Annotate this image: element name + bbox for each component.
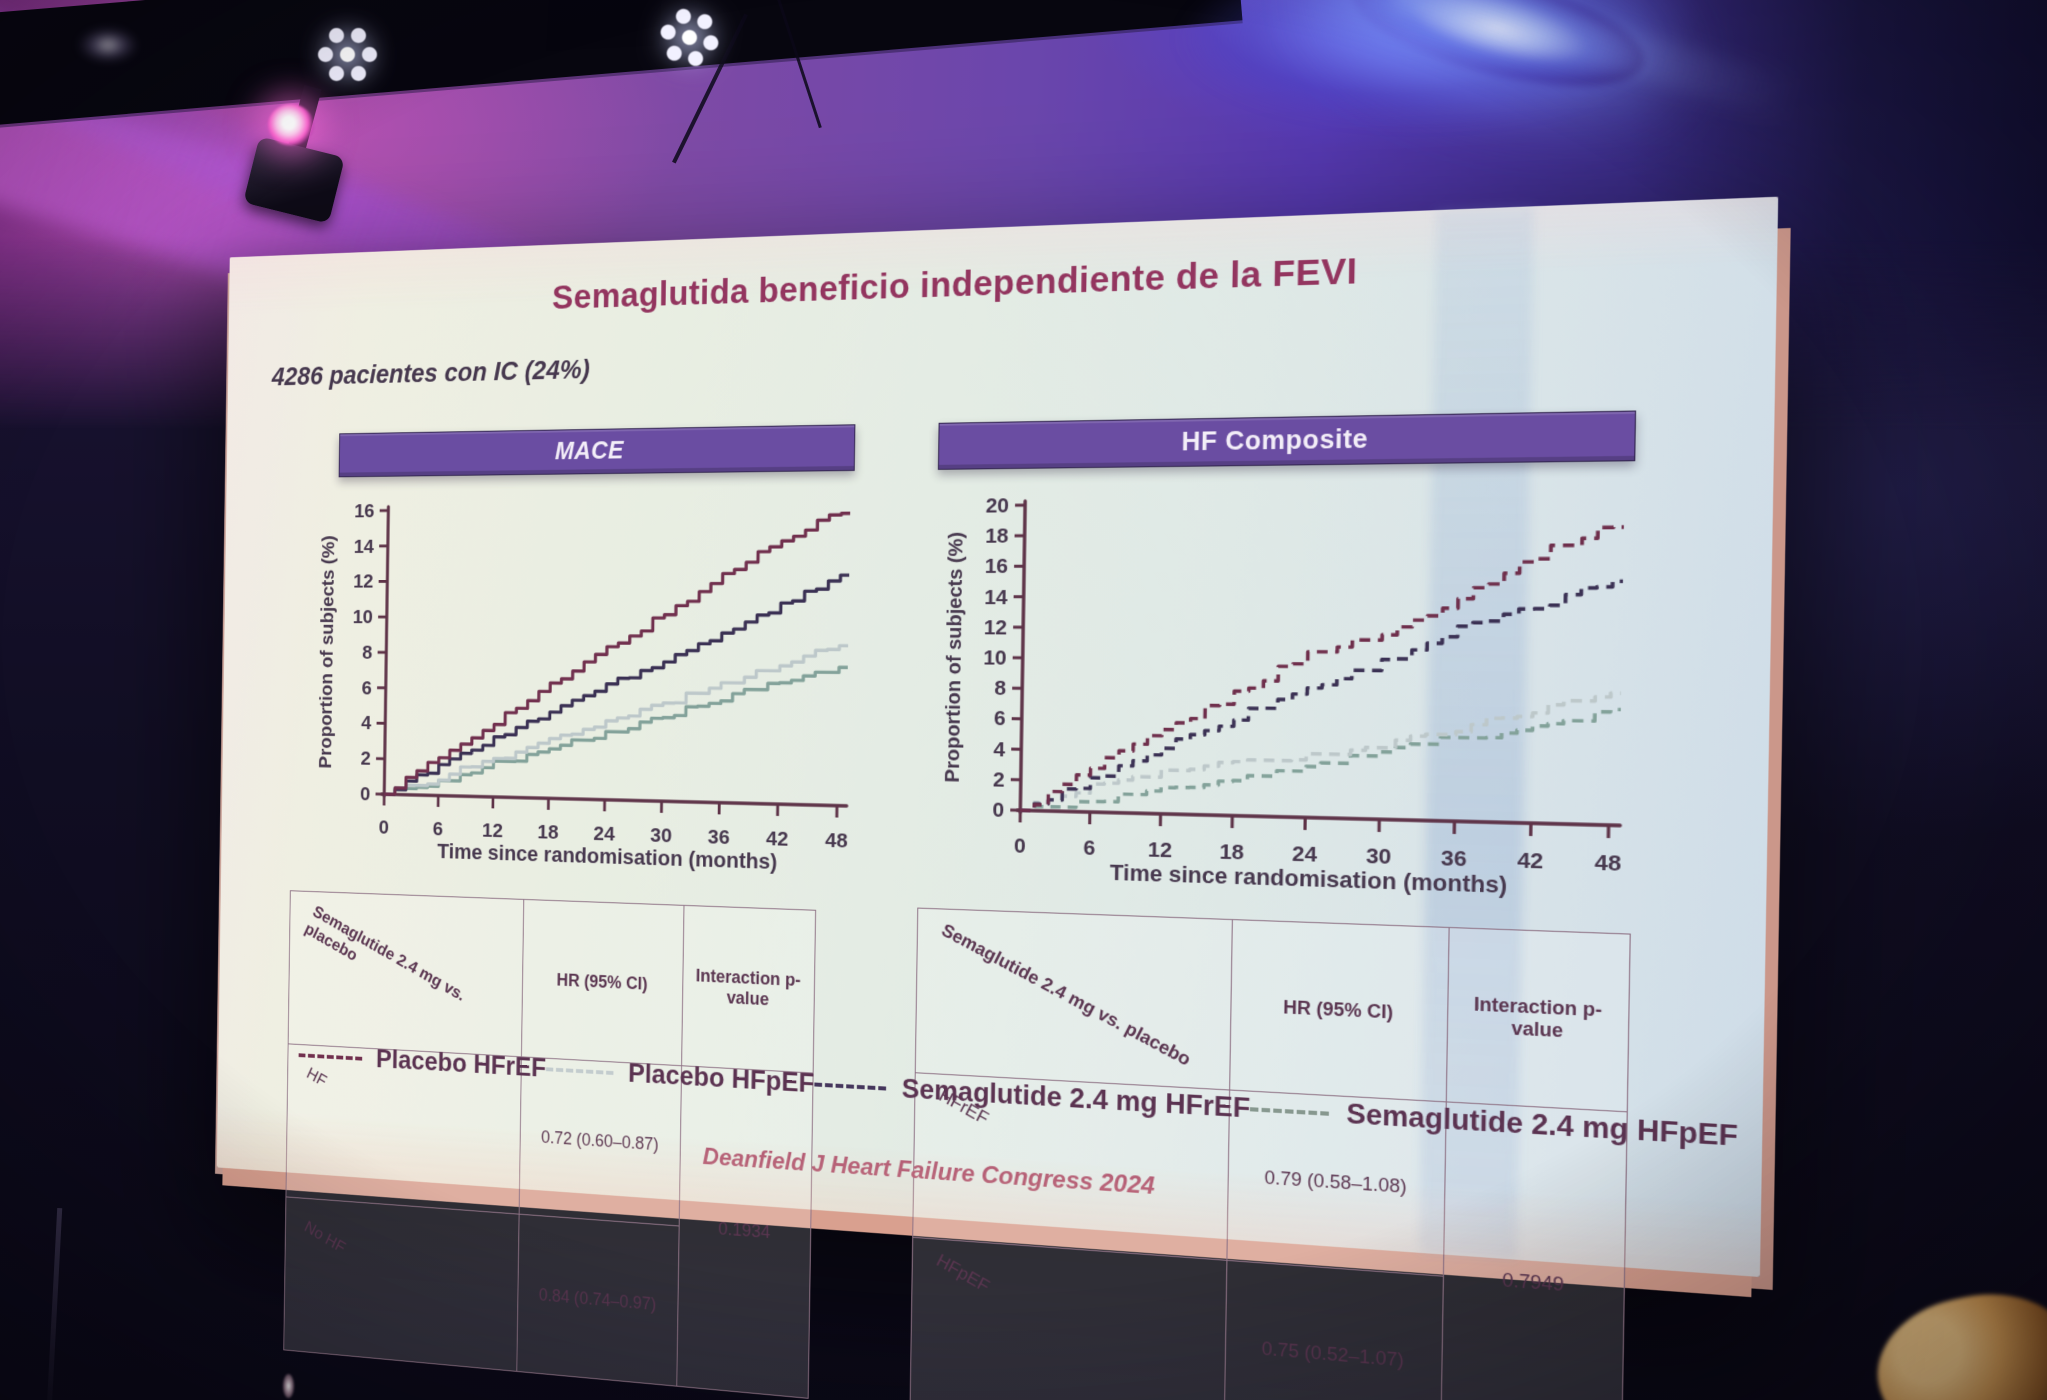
svg-text:16: 16 [354,500,375,522]
hf-composite-header: HF Composite [937,410,1637,470]
svg-text:14: 14 [984,586,1009,609]
dashed-line-swatch [1250,1106,1330,1116]
svg-text:8: 8 [362,642,372,664]
svg-text:6: 6 [432,818,443,840]
svg-text:12: 12 [1148,838,1173,862]
svg-text:0: 0 [360,783,370,805]
projection-screen: Semaglutida beneficio independiente de l… [216,196,1779,1400]
hf-composite-panel: HF Composite 0 2 4 6 8 10 12 14 16 18 20 0 6 12 18 24 30… [891,410,1637,1400]
svg-text:0: 0 [992,799,1004,823]
table-header-hr: HR (95% CI) [1229,919,1450,1102]
svg-text:12: 12 [984,616,1008,639]
hr-value: 0.84 (0.74–0.97) [517,1214,679,1387]
svg-text:18: 18 [985,525,1009,548]
group-label: HFpEF [891,1181,1247,1400]
screen-stand [46,1208,63,1400]
svg-text:18: 18 [537,821,558,844]
svg-text:10: 10 [353,607,374,629]
dashed-line-swatch [298,1052,363,1061]
svg-text:14: 14 [354,536,375,558]
svg-text:4: 4 [361,713,372,735]
hf-composite-hr-table: Semaglutide 2.4 mg vs. placebo HR (95% C… [891,850,1631,1400]
svg-text:30: 30 [650,824,672,847]
table-header-hr: HR (95% CI) [521,899,684,1066]
svg-text:2: 2 [361,748,371,770]
led-cluster-light [340,47,355,62]
svg-text:30: 30 [1366,844,1392,869]
mace-hr-table: Semaglutide 2.4 mg vs. placebo HR (95% C… [265,845,817,1400]
svg-text:42: 42 [1517,849,1544,874]
svg-text:8: 8 [994,677,1006,700]
truss-mount [546,0,662,51]
svg-text:Proportion of subjects (%): Proportion of subjects (%) [317,535,339,768]
svg-text:18: 18 [1219,840,1244,865]
svg-text:2: 2 [993,768,1005,792]
table-header-pvalue: Interaction p-value [1446,927,1631,1112]
svg-text:36: 36 [1441,846,1467,871]
interaction-p-value: 0.7949 [1440,1101,1628,1400]
svg-text:12: 12 [482,820,503,843]
svg-text:42: 42 [766,828,789,851]
svg-text:48: 48 [1594,851,1621,877]
slide-subtitle: 4286 pacientes con IC (24%) [271,354,590,392]
svg-text:0: 0 [378,817,388,839]
svg-text:48: 48 [825,829,848,853]
audience-head [1864,1276,2047,1400]
dashed-line-swatch [814,1082,887,1091]
svg-text:24: 24 [1292,842,1318,867]
dashed-line-swatch [546,1066,614,1075]
svg-text:6: 6 [1083,836,1095,860]
mace-panel: MACE 0 2 4 6 8 10 12 14 16 0 6 12 18 24 30 36 42 48 Time s… [265,424,856,1400]
table-header-pvalue: Interaction p-value [681,905,816,1074]
svg-text:Proportion of subjects (%): Proportion of subjects (%) [942,532,968,783]
svg-text:20: 20 [985,494,1009,517]
small-stage-light [283,1374,294,1398]
svg-text:12: 12 [353,571,374,593]
svg-text:0: 0 [1014,835,1026,859]
svg-text:24: 24 [593,823,616,846]
lens-flare [78,28,138,62]
svg-text:16: 16 [984,555,1008,578]
svg-text:6: 6 [362,677,372,699]
svg-text:36: 36 [708,826,730,849]
hr-value: 0.75 (0.52–1.07) [1223,1260,1444,1400]
slide-title: Semaglutida beneficio independiente de l… [551,250,1358,317]
svg-text:10: 10 [983,647,1007,670]
svg-text:4: 4 [993,738,1006,762]
interaction-p-value: 0.1934 [676,1065,814,1399]
mace-header: MACE [338,424,856,478]
moving-head-lens-glow [268,104,314,146]
slide: Semaglutida beneficio independiente de l… [217,197,1778,1400]
svg-text:6: 6 [994,707,1006,730]
